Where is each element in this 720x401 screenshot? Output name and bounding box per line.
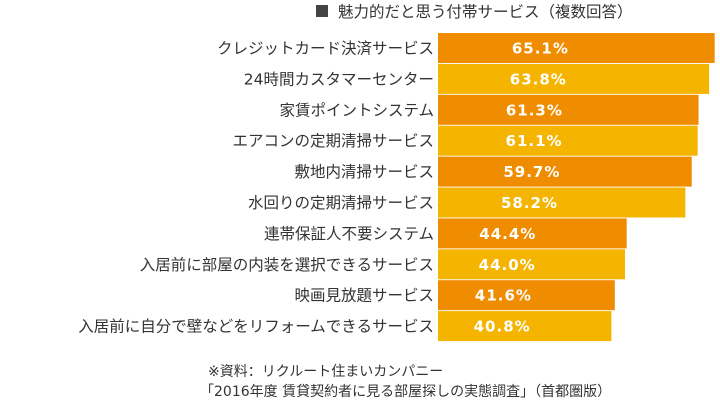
value-label-9: 41.6% (475, 287, 532, 305)
chart-title: 魅力的だと思う付帯サービス（複数回答） (338, 3, 633, 21)
category-label-1: クレジットカード決済サービス (217, 40, 434, 58)
category-label-2: 24時間カスタマーセンター (244, 70, 434, 88)
value-label-1: 65.1% (512, 40, 569, 58)
bar-4 (438, 125, 698, 156)
bar-7 (438, 218, 627, 249)
value-label-8: 44.0% (479, 256, 536, 274)
category-label-8: 入居前に部屋の内装を選択できるサービス (140, 256, 434, 274)
source-line-1: ※資料：リクルート住まいカンパニー (208, 364, 443, 380)
value-label-4: 61.1% (506, 132, 563, 150)
value-label-3: 61.3% (506, 101, 563, 119)
value-label-6: 58.2% (501, 194, 558, 212)
category-label-7: 連帯保証人不要システム (264, 225, 434, 243)
value-label-2: 63.8% (510, 70, 567, 88)
value-label-5: 59.7% (503, 163, 560, 181)
category-label-5: 敷地内清掃サービス (294, 162, 434, 181)
bar-1 (438, 33, 715, 63)
source-line-2: 「2016年度 賃貸契約者に見る部屋探しの実態調査」（首都圏版） (200, 384, 611, 400)
bar-5 (438, 156, 692, 187)
category-label-3: 家賃ポイントシステム (279, 101, 434, 119)
category-label-9: 映画見放題サービス (294, 287, 434, 305)
bar-2 (438, 63, 710, 94)
value-label-10: 40.8% (474, 318, 531, 336)
category-label-6: 水回りの定期清掃サービス (248, 194, 434, 212)
bar-3 (438, 94, 699, 125)
bar-8 (438, 249, 625, 280)
title-square-icon (316, 5, 328, 17)
bar-10 (438, 311, 612, 342)
bar-9 (438, 280, 615, 311)
value-label-7: 44.4% (479, 225, 536, 243)
bars-group: クレジットカード決済サービス 65.1% 24時間カスタマーセンター 63.8% 家賃ポ… (78, 33, 715, 342)
category-label-10: 入居前に自分で壁などをリフォームできるサービス (78, 318, 434, 336)
bar-6 (438, 187, 686, 218)
category-label-4: エアコンの定期清掃サービス (232, 132, 434, 150)
